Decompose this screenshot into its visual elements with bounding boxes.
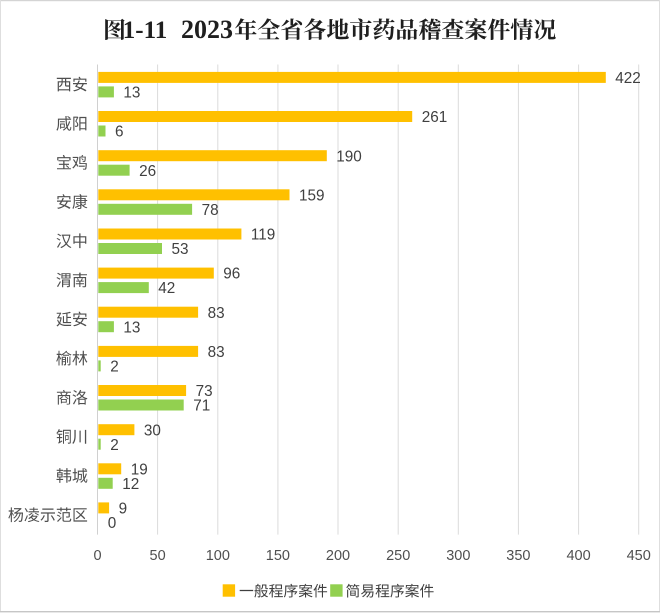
- svg-text:250: 250: [386, 548, 410, 564]
- svg-text:100: 100: [206, 548, 230, 564]
- svg-text:0: 0: [108, 515, 117, 532]
- svg-text:200: 200: [326, 548, 350, 564]
- svg-text:42: 42: [158, 280, 175, 297]
- svg-text:13: 13: [123, 319, 140, 336]
- svg-text:9: 9: [119, 501, 128, 518]
- svg-text:50: 50: [150, 548, 166, 564]
- svg-text:6: 6: [115, 124, 124, 141]
- svg-text:261: 261: [422, 109, 448, 126]
- svg-text:2: 2: [110, 437, 119, 454]
- svg-text:12: 12: [122, 476, 139, 493]
- svg-text:13: 13: [123, 85, 140, 102]
- svg-text:83: 83: [208, 305, 225, 322]
- svg-text:73: 73: [196, 383, 213, 400]
- svg-text:150: 150: [266, 548, 290, 564]
- svg-text:350: 350: [506, 548, 530, 564]
- svg-text:19: 19: [131, 461, 148, 478]
- svg-text:26: 26: [139, 163, 156, 180]
- svg-text:450: 450: [627, 548, 651, 564]
- svg-text:119: 119: [251, 227, 275, 244]
- svg-text:53: 53: [172, 241, 189, 258]
- svg-text:400: 400: [566, 548, 590, 564]
- svg-text:422: 422: [615, 70, 641, 87]
- svg-text:78: 78: [202, 202, 219, 219]
- svg-text:0: 0: [93, 548, 101, 564]
- svg-text:190: 190: [336, 148, 362, 165]
- svg-text:1-11: 1-11: [123, 17, 167, 44]
- svg-text:2023: 2023: [181, 15, 233, 44]
- svg-text:2: 2: [110, 359, 119, 376]
- svg-text:71: 71: [193, 398, 210, 415]
- svg-text:96: 96: [223, 266, 240, 283]
- svg-text:83: 83: [208, 344, 225, 361]
- svg-text:30: 30: [144, 422, 161, 439]
- svg-text:300: 300: [446, 548, 470, 564]
- svg-text:159: 159: [299, 187, 325, 204]
